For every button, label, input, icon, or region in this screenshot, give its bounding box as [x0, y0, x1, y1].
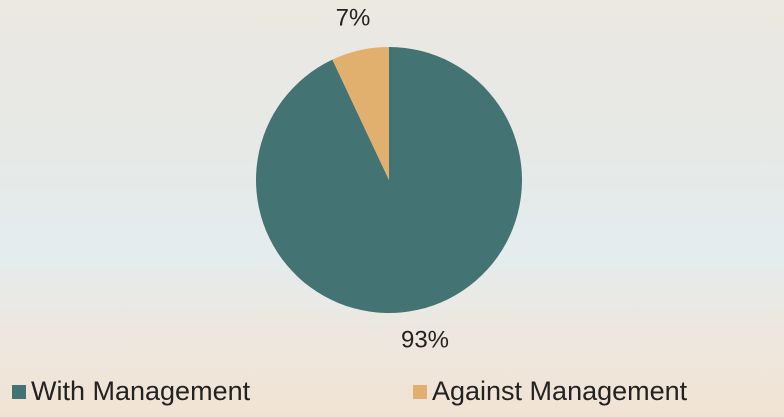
legend-swatch: [413, 385, 427, 399]
legend-label: Against Management: [432, 376, 688, 406]
legend-swatch: [12, 385, 26, 399]
data-label: 7%: [336, 4, 371, 31]
pie-slice: [332, 47, 389, 180]
data-label: 93%: [401, 326, 449, 353]
legend-label: With Management: [31, 376, 251, 406]
